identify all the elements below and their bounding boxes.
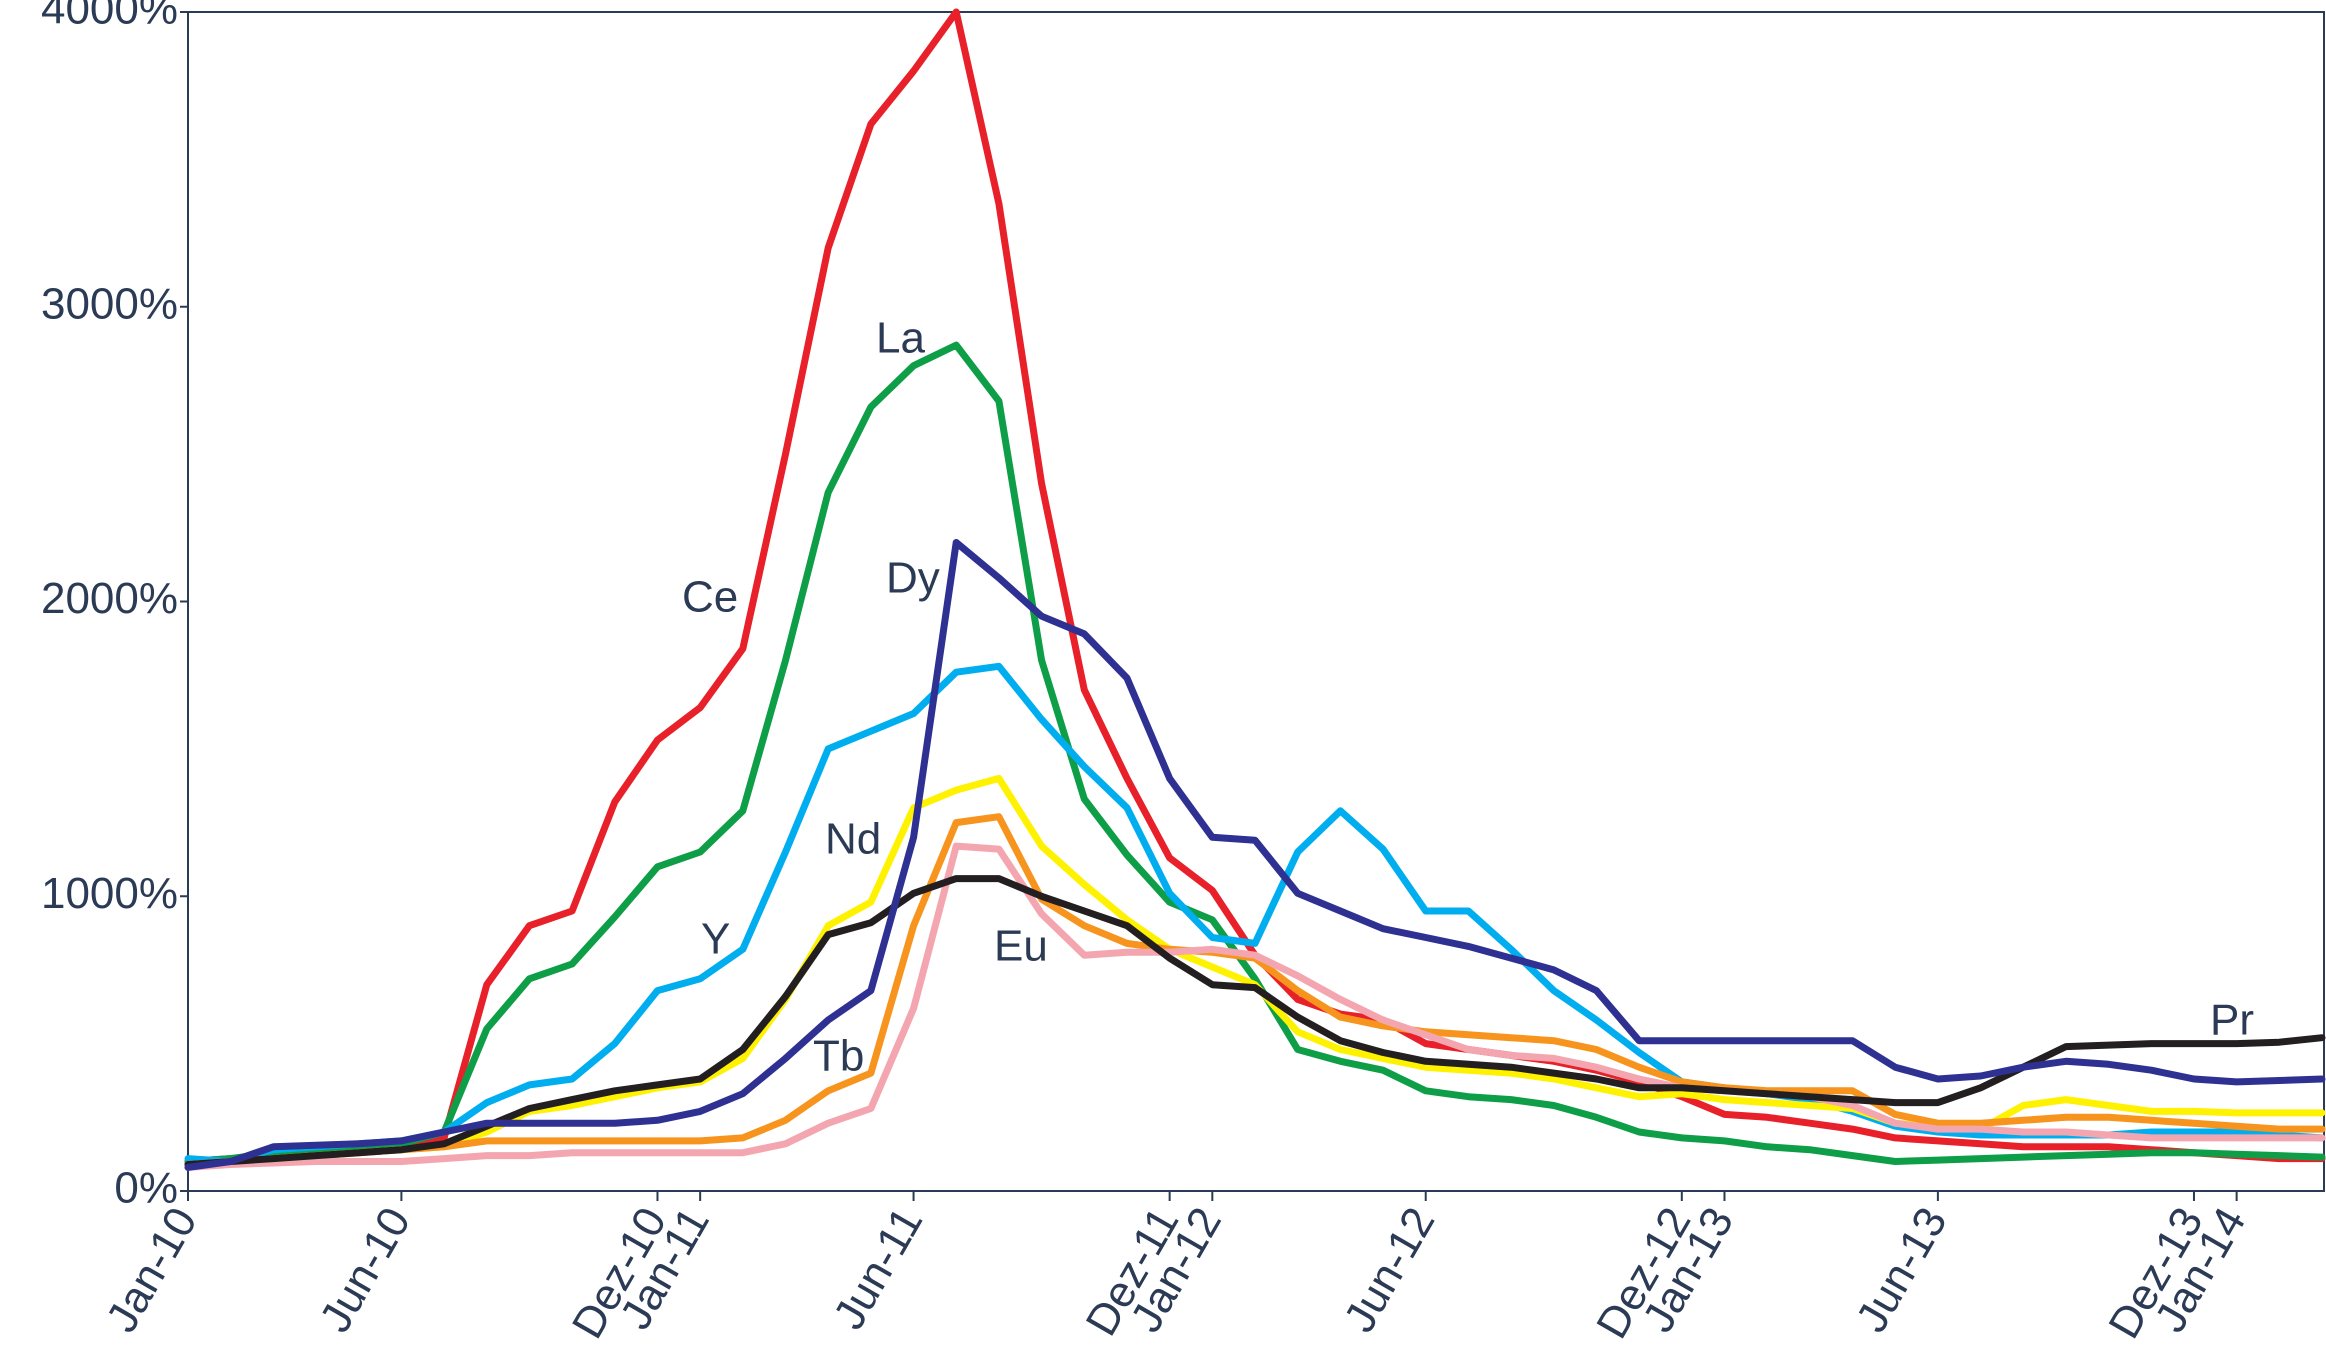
series-label: Y xyxy=(701,915,730,964)
x-tick-label: Jan-10 xyxy=(97,1199,207,1340)
x-tick-label: Jun-11 xyxy=(824,1199,932,1337)
y-tick-label: 4000% xyxy=(41,0,178,34)
series-label: La xyxy=(876,314,925,363)
series-line xyxy=(184,875,2326,1168)
x-tick-label: Jun-13 xyxy=(1847,1199,1957,1340)
plot-frame xyxy=(187,11,2325,1192)
series-label: Dy xyxy=(886,554,940,603)
series-label: Nd xyxy=(825,815,881,864)
series-line xyxy=(184,774,2326,1168)
series-line xyxy=(184,341,2326,1165)
series-line xyxy=(184,842,2326,1171)
series-line xyxy=(184,662,2326,1165)
y-tick-label: 3000% xyxy=(41,279,178,328)
series-label: Tb xyxy=(813,1032,864,1081)
series-label: Eu xyxy=(994,922,1048,971)
series-line xyxy=(184,539,2326,1171)
x-tick-label: Jun-12 xyxy=(1335,1199,1445,1340)
y-tick-label: 1000% xyxy=(41,869,178,918)
series-label: Pr xyxy=(2210,996,2254,1045)
y-tick-label: 0% xyxy=(114,1164,178,1213)
x-tick-label: Jun-10 xyxy=(310,1199,420,1340)
series-label: Ce xyxy=(682,573,738,622)
y-tick-label: 2000% xyxy=(41,574,178,623)
